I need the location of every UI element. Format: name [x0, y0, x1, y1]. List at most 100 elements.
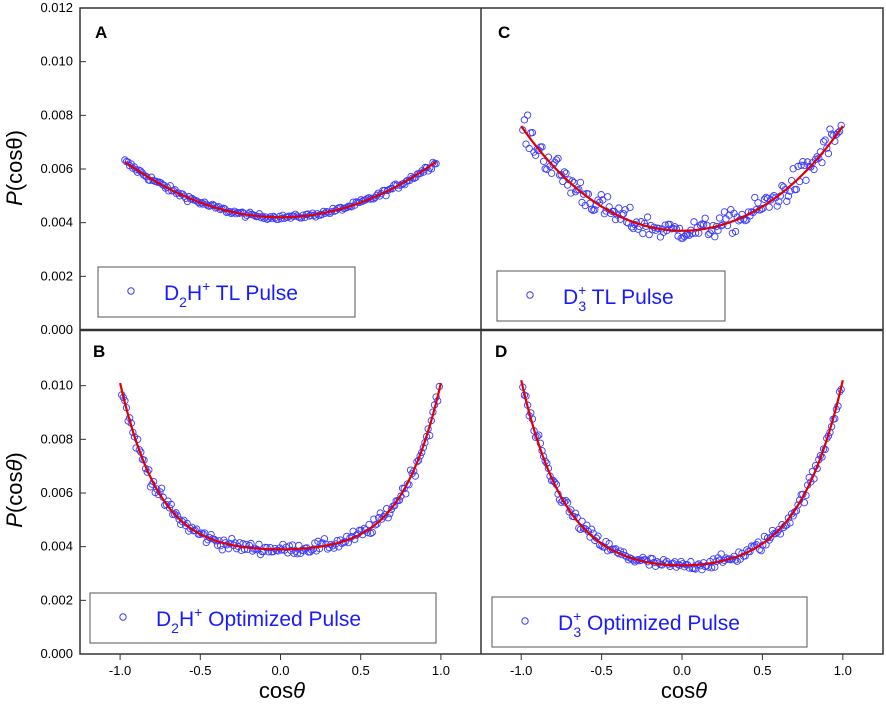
- x-tick-label: 1.0: [834, 663, 852, 678]
- data-point: [794, 501, 802, 509]
- panel-letter-a: A: [95, 23, 107, 42]
- panel-letter-b: B: [93, 342, 105, 361]
- legend-layer: D2H+ TL Pulse D2H+ Optimized Pulse D+ 3 TL …: [89, 266, 808, 648]
- data-point: [520, 116, 529, 124]
- data-point: [823, 144, 831, 152]
- fit-curve-D: [520, 380, 844, 567]
- data-point: [789, 165, 797, 173]
- data-point: [810, 165, 818, 174]
- x-tick-label: -1.0: [510, 663, 532, 678]
- data-point: [560, 498, 569, 506]
- data-point: [525, 144, 533, 153]
- y-tick-label-top: 0.002: [40, 268, 73, 283]
- x-tick-label: 0.0: [271, 663, 289, 678]
- data-point: [626, 203, 634, 212]
- data-point: [247, 539, 255, 548]
- data-point: [802, 176, 810, 184]
- data-point: [528, 128, 537, 137]
- data-point: [725, 211, 733, 219]
- data-point: [643, 213, 652, 221]
- y-axis-label-top: P(cosθ): [2, 130, 27, 206]
- data-point: [165, 504, 174, 512]
- data-point: [591, 206, 599, 214]
- data-point: [800, 499, 809, 507]
- y-tick-label-top: 0.004: [40, 215, 73, 230]
- data-point: [701, 214, 709, 222]
- data-point: [320, 535, 329, 543]
- y-axis-label-bottom: P(cosθ): [2, 452, 27, 528]
- data-point: [538, 143, 546, 151]
- data-point: [784, 192, 793, 200]
- x-tick-label: -0.5: [189, 663, 211, 678]
- data-point: [803, 158, 812, 166]
- legend-box: [496, 270, 726, 322]
- scatter-series-C: [519, 111, 845, 242]
- data-point: [603, 193, 612, 201]
- x-axis-label-right: cosθ: [661, 678, 707, 703]
- x-tick-label: 0.5: [352, 663, 370, 678]
- legend-label: D2H+ Optimized Pulse: [156, 604, 361, 636]
- y-tick-label-top: 0.010: [40, 54, 73, 69]
- fit-curve-C: [520, 125, 844, 232]
- data-point: [824, 149, 833, 158]
- data-point: [797, 161, 805, 169]
- data-point: [834, 129, 842, 137]
- data-point: [224, 545, 233, 553]
- data-point: [765, 203, 773, 211]
- data-point: [704, 230, 713, 239]
- x-tick-label: -0.5: [590, 663, 612, 678]
- data-point: [792, 185, 801, 194]
- y-tick-label-bottom: 0.006: [40, 485, 73, 500]
- legend-label: D+ 3 Optimized Pulse: [558, 608, 740, 640]
- data-point: [575, 185, 583, 194]
- legend-box: [89, 592, 437, 644]
- legend-box: [97, 266, 356, 318]
- data-point: [594, 532, 602, 540]
- x-tick-label: -1.0: [109, 663, 131, 678]
- data-point: [611, 215, 620, 224]
- data-point: [567, 189, 575, 197]
- data-point: [384, 514, 392, 522]
- data-point: [371, 521, 380, 529]
- x-tick-label: 0.0: [673, 663, 691, 678]
- data-point: [731, 227, 740, 236]
- data-point: [656, 233, 665, 241]
- data-point: [379, 512, 388, 521]
- legend-marker: [127, 287, 135, 295]
- data-point: [717, 550, 725, 558]
- data-point: [368, 528, 376, 537]
- data-point: [402, 177, 411, 185]
- data-point: [819, 138, 828, 146]
- legend-box: [491, 596, 808, 648]
- y-tick-label-bottom: 0.002: [40, 592, 73, 607]
- data-layer: [118, 111, 845, 574]
- data-point: [576, 178, 585, 187]
- y-tick-label-top: 0.000: [40, 322, 73, 337]
- legend-C: D+ 3 TL Pulse: [496, 270, 726, 322]
- y-tick-label-bottom: 0.000: [40, 646, 73, 661]
- data-point: [293, 550, 301, 558]
- data-point: [180, 192, 188, 200]
- data-point: [152, 177, 160, 186]
- data-point: [781, 185, 789, 194]
- data-point: [554, 154, 562, 163]
- data-point: [786, 519, 794, 527]
- legend-marker: [526, 291, 534, 299]
- scatter-series-B: [118, 382, 443, 559]
- y-tick-label-top: 0.006: [40, 161, 73, 176]
- y-tick-label-bottom: 0.008: [40, 431, 73, 446]
- data-point: [562, 169, 570, 177]
- panel-letter-c: C: [498, 23, 510, 42]
- legend-label: D2H+ TL Pulse: [164, 278, 298, 310]
- data-point: [690, 218, 698, 226]
- data-point: [754, 199, 762, 207]
- data-point: [672, 225, 681, 233]
- data-point: [783, 197, 791, 205]
- data-point: [587, 525, 596, 533]
- data-point: [547, 169, 556, 177]
- fit-curve-A: [124, 160, 437, 219]
- data-point: [552, 156, 561, 164]
- data-point: [621, 206, 629, 214]
- legend-marker: [119, 613, 127, 621]
